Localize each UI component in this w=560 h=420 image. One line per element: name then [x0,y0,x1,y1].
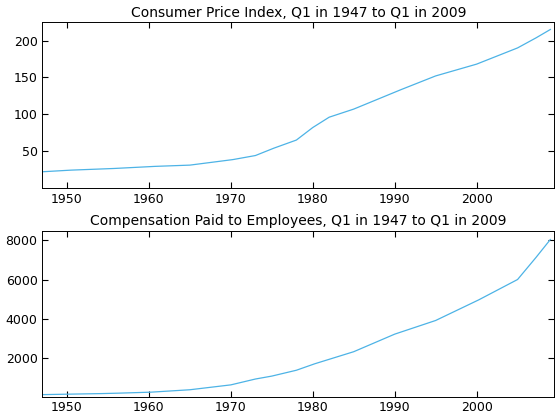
Title: Compensation Paid to Employees, Q1 in 1947 to Q1 in 2009: Compensation Paid to Employees, Q1 in 19… [90,214,507,228]
Title: Consumer Price Index, Q1 in 1947 to Q1 in 2009: Consumer Price Index, Q1 in 1947 to Q1 i… [130,5,466,20]
